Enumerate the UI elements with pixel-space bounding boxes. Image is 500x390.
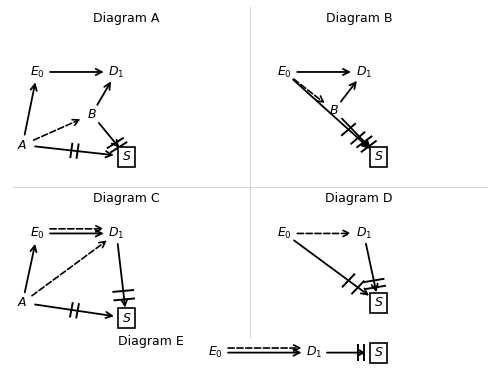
Text: $S$: $S$: [122, 150, 131, 163]
Text: $S$: $S$: [374, 150, 384, 163]
Text: Diagram C: Diagram C: [93, 192, 160, 206]
Text: $E_0$: $E_0$: [277, 226, 292, 241]
Text: $E_0$: $E_0$: [30, 226, 45, 241]
Text: $A$: $A$: [18, 296, 28, 309]
Text: $S$: $S$: [122, 312, 131, 324]
Text: $D_1$: $D_1$: [108, 226, 124, 241]
Text: $D_1$: $D_1$: [306, 345, 322, 360]
Text: $D_1$: $D_1$: [356, 64, 372, 80]
Text: Diagram D: Diagram D: [325, 192, 392, 206]
Text: $D_1$: $D_1$: [356, 226, 372, 241]
Text: $A$: $A$: [18, 138, 28, 152]
Text: $E_0$: $E_0$: [277, 64, 292, 80]
Text: $B$: $B$: [329, 104, 339, 117]
Text: $S$: $S$: [374, 346, 384, 359]
Text: Diagram A: Diagram A: [93, 12, 160, 25]
Text: $E_0$: $E_0$: [208, 345, 223, 360]
Text: $E_0$: $E_0$: [30, 64, 45, 80]
Text: $S$: $S$: [374, 296, 384, 309]
Text: $B$: $B$: [87, 108, 97, 121]
Text: $D_1$: $D_1$: [108, 64, 124, 80]
Text: Diagram E: Diagram E: [118, 335, 184, 347]
Text: Diagram B: Diagram B: [326, 12, 392, 25]
